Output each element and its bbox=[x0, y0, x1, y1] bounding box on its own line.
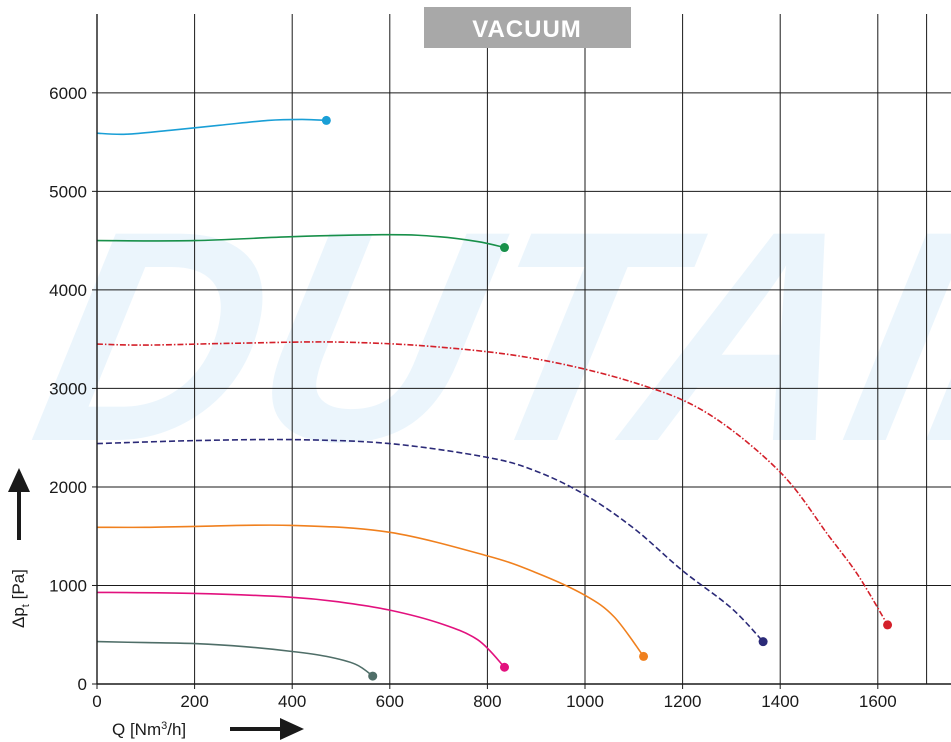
y-tick-label: 2000 bbox=[49, 478, 87, 497]
series-line-6 bbox=[96, 591, 506, 668]
x-tick-label: 0 bbox=[92, 692, 101, 711]
watermark-text: DUTAIR bbox=[13, 169, 951, 504]
x-tick-label: 1600 bbox=[859, 692, 897, 711]
mode-badge-label: VACUUM bbox=[472, 16, 582, 43]
x-tick-label: 1400 bbox=[761, 692, 799, 711]
x-tick-label: 200 bbox=[180, 692, 208, 711]
x-tick-label: 400 bbox=[278, 692, 306, 711]
x-tick-label: 800 bbox=[473, 692, 501, 711]
y-tick-label: 0 bbox=[78, 675, 87, 694]
series-endpoint-3 bbox=[883, 620, 893, 630]
series-line-3 bbox=[96, 341, 889, 626]
x-axis-title: Q [Nm3/h] bbox=[112, 720, 186, 739]
series-endpoint-5 bbox=[639, 651, 649, 661]
series-endpoint-2 bbox=[499, 243, 509, 253]
series-endpoint-6 bbox=[499, 662, 509, 672]
series-line-5 bbox=[96, 524, 645, 657]
grid-layer bbox=[97, 14, 951, 684]
series-line-7 bbox=[96, 640, 374, 677]
y-axis-title: Δpt [Pa] bbox=[9, 569, 32, 628]
series-line-4 bbox=[96, 438, 764, 643]
y-tick-label: 4000 bbox=[49, 281, 87, 300]
series-line-2 bbox=[96, 233, 505, 249]
series-line-1 bbox=[96, 118, 327, 136]
series-endpoint-4 bbox=[758, 637, 768, 647]
badge-layer: VACUUM bbox=[424, 7, 631, 48]
x-tick-label: 1200 bbox=[664, 692, 702, 711]
mode-badge bbox=[424, 7, 631, 48]
y-tick-label: 1000 bbox=[49, 576, 87, 595]
x-axis-arrow-head bbox=[280, 718, 304, 740]
x-tick-label: 1000 bbox=[566, 692, 604, 711]
y-tick-label: 3000 bbox=[49, 379, 87, 398]
series-layer bbox=[96, 115, 893, 681]
series-endpoint-1 bbox=[321, 115, 331, 125]
watermark-layer: DUTAIR bbox=[13, 169, 951, 504]
series-endpoint-7 bbox=[368, 671, 378, 681]
x-tick-label: 600 bbox=[376, 692, 404, 711]
y-tick-label: 6000 bbox=[49, 84, 87, 103]
axis-layer: 0 200 400 600 800 1000 1200 1400 1600 0 1000 2000 30… bbox=[8, 14, 951, 740]
y-tick-label: 5000 bbox=[49, 182, 87, 201]
y-axis-arrow-head bbox=[8, 468, 30, 492]
